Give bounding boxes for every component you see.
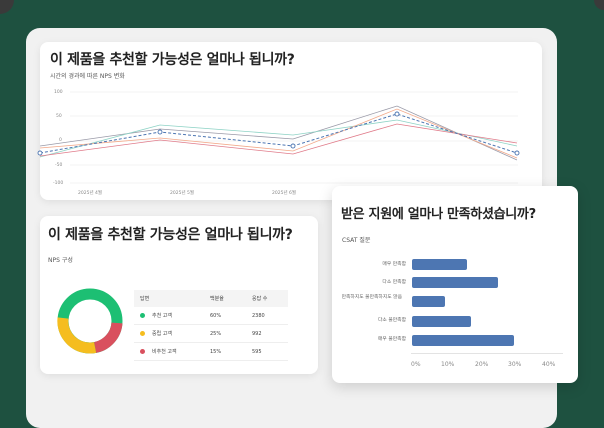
- bar-label: 매우 만족함: [382, 262, 406, 267]
- row-pct: 60%: [204, 307, 246, 325]
- row-count: 992: [246, 324, 288, 343]
- y-tick: 0: [59, 138, 62, 143]
- card-subtitle: CSAT 질문: [342, 237, 371, 244]
- table-row: 추천 고객 60% 2380: [134, 307, 288, 325]
- table-row: 비추천 고객 15% 595: [134, 342, 288, 361]
- passive-dot-icon: [140, 331, 145, 336]
- window-corner: [594, 0, 604, 10]
- x-tick: 0%: [411, 361, 421, 368]
- y-tick: -50: [55, 163, 63, 168]
- card-title: 이 제품을 추천할 가능성은 얼마나 됩니까?: [48, 227, 293, 243]
- x-tick: 2025년 6월: [272, 191, 297, 196]
- nps-trend-card: 이 제품을 추천할 가능성은 얼마나 됩니까? 시간의 경과에 따른 NPS 변…: [37, 42, 542, 200]
- bar-somewhat-satisfied: [412, 277, 498, 288]
- card-subtitle: NPS 구성: [48, 257, 73, 264]
- y-tick: 50: [56, 114, 62, 119]
- row-pct: 15%: [204, 342, 246, 361]
- y-tick: 100: [54, 90, 63, 95]
- bar-neutral: [412, 296, 445, 307]
- bar-label: 다소 만족함: [382, 280, 406, 285]
- row-count: 2380: [246, 307, 288, 325]
- row-pct: 25%: [204, 324, 246, 343]
- bar-label: 매우 불만족함: [377, 337, 406, 342]
- card-subtitle: 시간의 경과에 따른 NPS 변화: [50, 73, 125, 80]
- promoter-dot-icon: [140, 313, 145, 318]
- table-row: 중립 고객 25% 992: [134, 324, 288, 343]
- bar-label: 다소 불만족함: [377, 318, 406, 323]
- row-count: 595: [246, 342, 288, 361]
- line-chart: [37, 91, 520, 184]
- window-corner: [0, 0, 14, 14]
- bar-label: 만족하지도 불만족하지도 않음: [341, 295, 402, 300]
- col-header: 백분율: [204, 290, 246, 307]
- x-axis-line: [411, 353, 563, 354]
- bar-somewhat-dissatisfied: [412, 316, 471, 327]
- card-title: 이 제품을 추천할 가능성은 얼마나 됩니까?: [50, 52, 295, 68]
- table-header: 답변 백분율 응답 수: [134, 290, 288, 307]
- col-header: 답변: [134, 290, 204, 307]
- row-label: 중립 고객: [152, 331, 172, 337]
- x-tick: 40%: [542, 361, 556, 368]
- x-tick: 2025년 4월: [78, 191, 103, 196]
- bar-very-satisfied: [412, 259, 467, 270]
- x-tick: 10%: [441, 361, 455, 368]
- x-tick: 2025년 5월: [170, 191, 195, 196]
- card-title: 받은 지원에 얼마나 만족하셨습니까?: [341, 207, 536, 222]
- bar-very-dissatisfied: [412, 335, 514, 346]
- col-header: 응답 수: [246, 290, 288, 307]
- nps-table: 답변 백분율 응답 수 추천 고객 60% 2380 중립 고객 25% 992…: [134, 290, 288, 361]
- csat-card: 받은 지원에 얼마나 만족하셨습니까? CSAT 질문 매우 만족함 다소 만족…: [332, 186, 578, 383]
- detractor-dot-icon: [140, 349, 145, 354]
- y-tick: -100: [53, 181, 64, 186]
- donut-chart: [57, 288, 123, 354]
- row-label: 비추천 고객: [152, 349, 177, 355]
- x-tick: 20%: [475, 361, 489, 368]
- x-tick: 30%: [508, 361, 522, 368]
- nps-composition-card: 이 제품을 추천할 가능성은 얼마나 됩니까? NPS 구성 답변 백분율 응답…: [40, 216, 318, 374]
- row-label: 추천 고객: [152, 313, 172, 319]
